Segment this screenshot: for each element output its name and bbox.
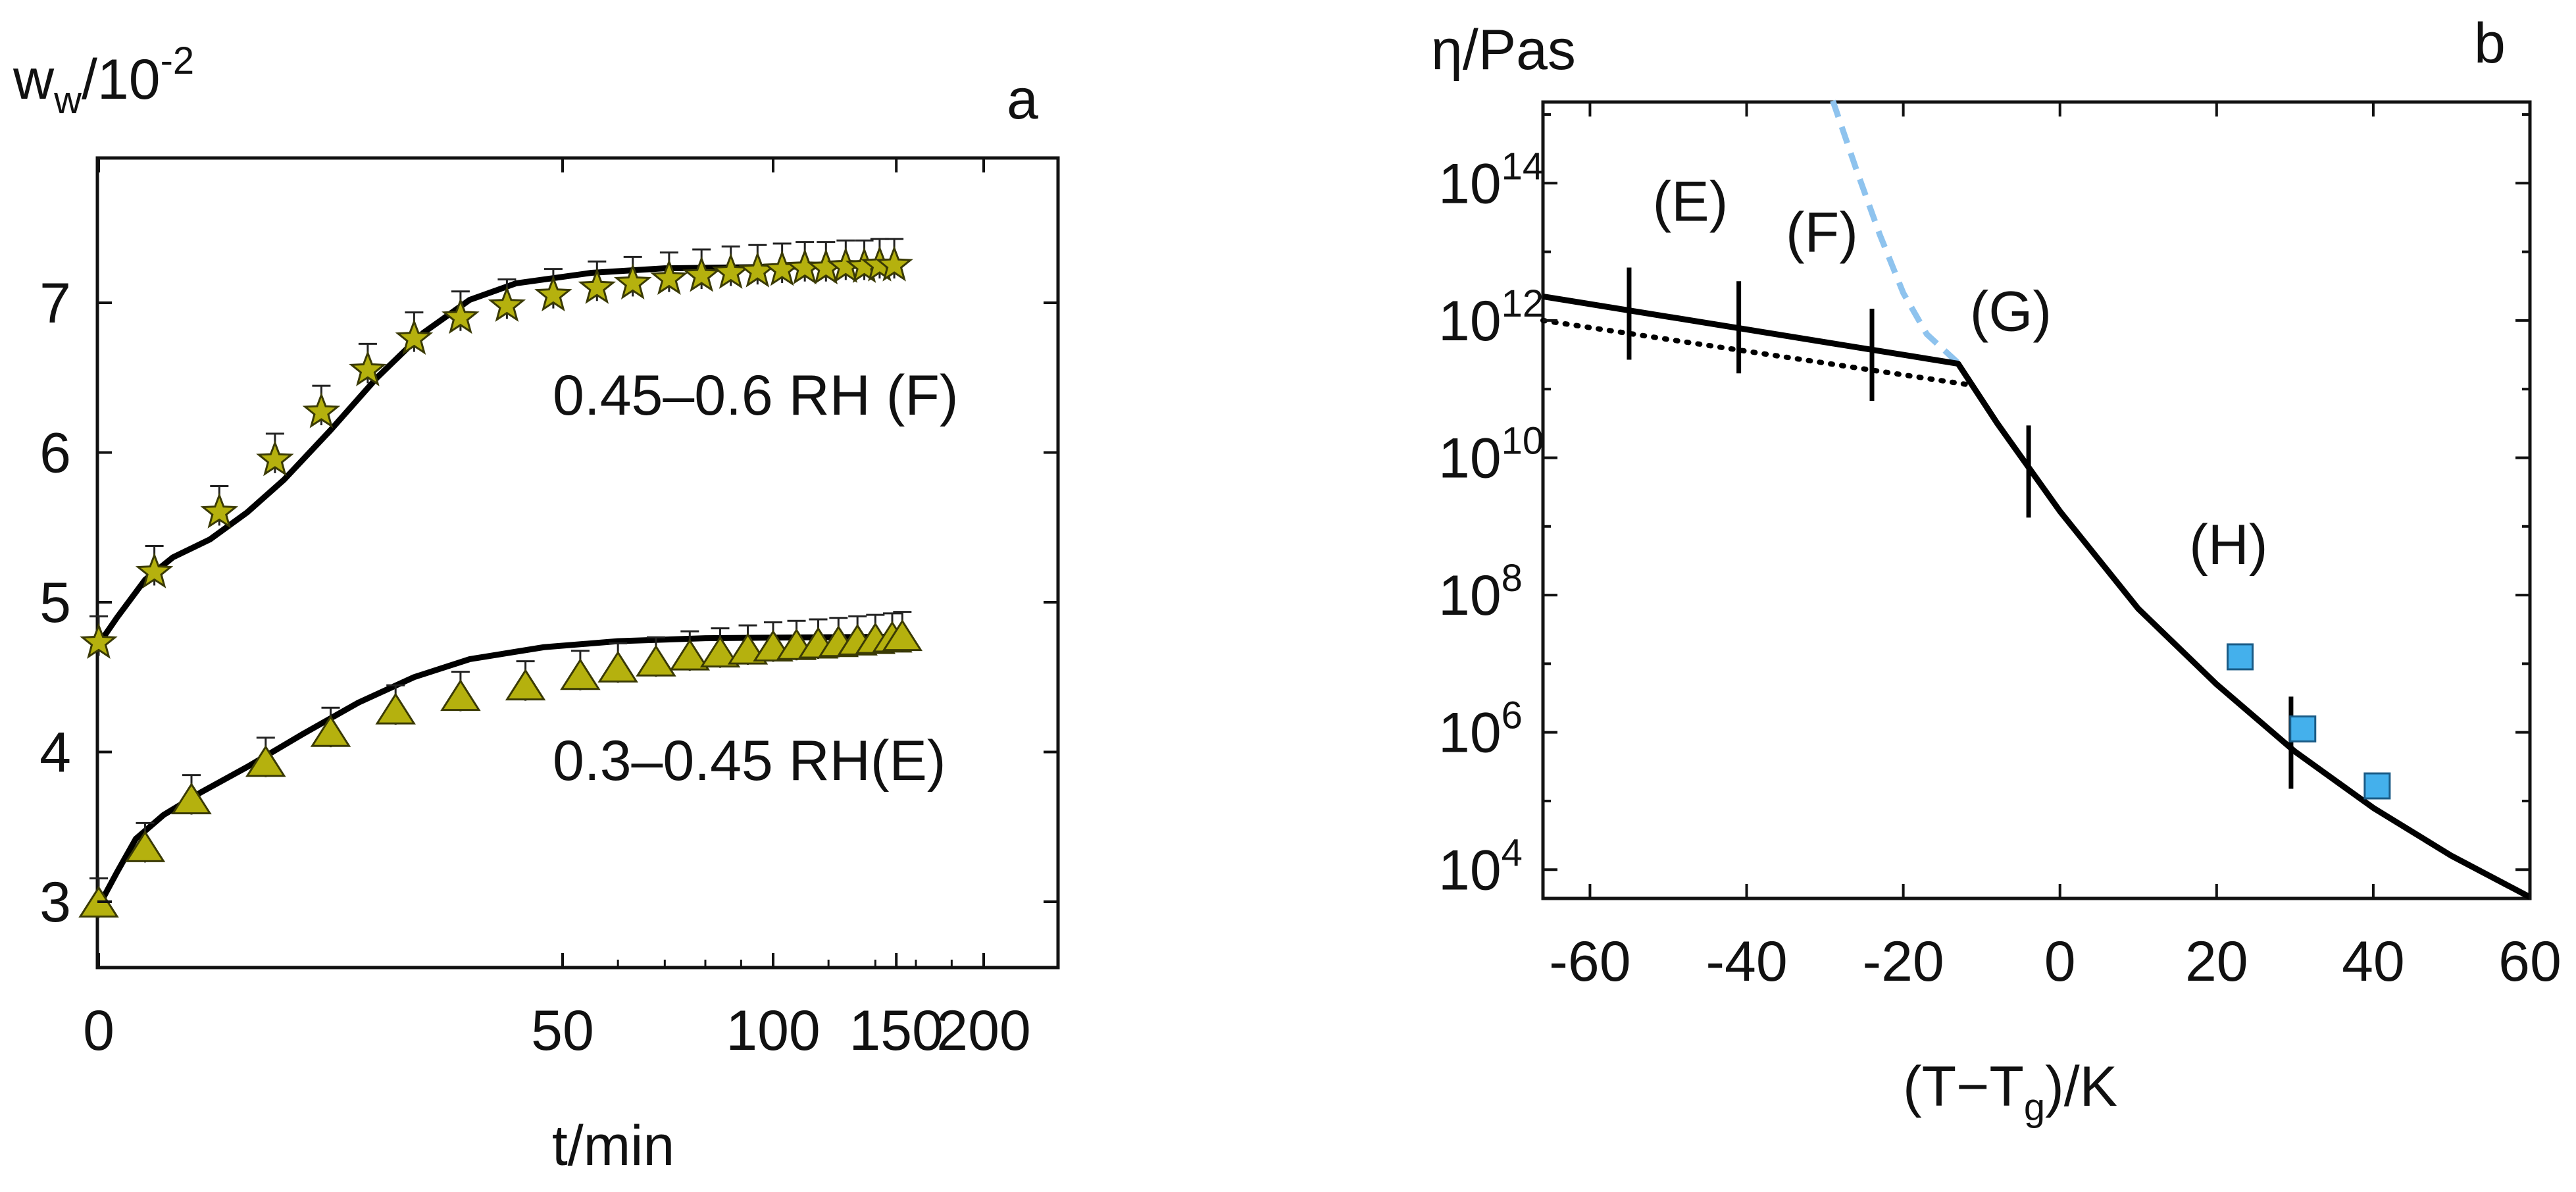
star-point	[650, 259, 688, 296]
panel-b-squares	[2227, 643, 2391, 800]
panel-b-x-tick-label: 0	[2044, 930, 2076, 993]
panel-a-y-tick-label: 6	[39, 422, 71, 485]
triangle-point	[245, 744, 286, 777]
square-point	[2289, 715, 2317, 742]
panel-b-x-label: (T−Tg)/K	[1903, 1055, 2117, 1129]
panel-b-y-tick-label: 1010	[1438, 419, 1544, 490]
triangle-point	[505, 668, 546, 701]
star-point	[682, 255, 720, 292]
square-point	[2227, 643, 2254, 671]
square-point	[2363, 772, 2391, 800]
annotation-label: (G)	[1970, 280, 2052, 344]
panel-a-y-label-exp: -2	[161, 39, 195, 82]
triangle-point	[882, 619, 923, 652]
triangle-point	[560, 658, 601, 690]
star-point	[488, 286, 526, 323]
series-e-label: 0.3–0.45 RH(E)	[553, 729, 946, 792]
triangle-point	[699, 635, 741, 668]
panel-b-ticks: -60 -40 -20 0 20 40 60 104 106 108 1010 1012 1014	[1438, 102, 2562, 993]
annotation-label: (F)	[1786, 201, 1858, 265]
blue-dashed-line	[1830, 99, 1961, 365]
panel-a-x-tick-label: 150	[849, 999, 944, 1062]
panel-a-x-tick-label: 50	[531, 999, 594, 1062]
annotation-label: (E)	[1653, 170, 1729, 234]
panel-b-y-tick-label: 1014	[1438, 145, 1544, 215]
panel-b-x-tick-label: 40	[2342, 930, 2405, 993]
series-f-label: 0.45–0.6 RH (F)	[553, 364, 959, 427]
panel-b-x-tick-label: 20	[2185, 930, 2248, 993]
star-point	[256, 440, 294, 477]
panel-b-letter: b	[2474, 12, 2506, 75]
star-point	[200, 492, 239, 529]
dotted-line	[1540, 317, 1969, 387]
panel-a-y-tick-label: 5	[39, 571, 71, 635]
panel-b-tick-marks	[1627, 267, 2294, 789]
star-point	[349, 350, 387, 386]
star-point	[534, 275, 572, 312]
panel-a-frame	[95, 156, 1060, 970]
triangle-point	[124, 830, 166, 862]
triangle-point	[171, 782, 212, 815]
panel-b-annotations: (E) (F) (G) (H)	[1653, 170, 2268, 577]
panel-a-x-label: t/min	[552, 1114, 674, 1178]
triangle-point	[636, 644, 676, 677]
panel-b-x-label-tail: )/K	[2045, 1055, 2117, 1118]
panel-b-y-tick-label: 104	[1438, 831, 1523, 902]
panel-b-x-tick-label: 60	[2498, 930, 2562, 993]
panel-a-x-tick-label: 100	[726, 999, 821, 1062]
panel-a-y-label-sub: w	[53, 79, 82, 122]
panel-b: -60 -40 -20 0 20 40 60 104 106 108 1010 1012 1014 (E…	[1431, 12, 2562, 1129]
star-point	[395, 319, 434, 355]
panel-b-x-tick-label: -40	[1705, 930, 1787, 993]
panel-b-y-label: η/Pas	[1431, 18, 1576, 82]
panel-a-fit-lines	[95, 262, 899, 910]
star-point	[442, 298, 480, 334]
panel-a-y-tick-label: 3	[39, 871, 71, 934]
panel-a-y-label-tail: /10	[82, 48, 161, 111]
panel-b-x-tick-label: -20	[1862, 930, 1944, 993]
star-point	[80, 623, 118, 659]
panel-b-y-tick-label: 1012	[1438, 282, 1544, 353]
panel-a-y-tick-label: 7	[39, 272, 71, 335]
triangle-point	[669, 638, 711, 671]
star-point	[613, 263, 652, 299]
triangle-point	[597, 650, 638, 683]
panel-a-y-tick-label: 4	[39, 721, 71, 785]
star-point	[875, 245, 913, 282]
star-point	[302, 392, 341, 428]
triangle-point	[440, 679, 481, 712]
panel-b-y-tick-label: 106	[1438, 694, 1523, 765]
panel-b-y-tick-label: 108	[1438, 557, 1523, 627]
panel-a-letter: a	[1007, 68, 1038, 131]
star-point	[135, 552, 174, 588]
triangle-point	[375, 692, 416, 725]
panel-a-fit-line-0	[95, 262, 899, 648]
panel-b-frame	[1541, 100, 2532, 900]
panel-a-x-tick-label: 0	[83, 999, 114, 1062]
panel-a-x-tick-label: 200	[936, 999, 1031, 1062]
panel-a-y-label-main: w	[13, 48, 55, 111]
panel-a-y-label: ww/10-2	[13, 39, 194, 122]
panel-a-data-points	[78, 238, 923, 918]
panel-b-x-tick-label: -60	[1549, 930, 1630, 993]
annotation-label: (H)	[2189, 513, 2267, 577]
panel-b-lines	[1540, 99, 2532, 900]
star-point	[578, 268, 617, 304]
panel-b-x-label-main: (T−T	[1903, 1055, 2024, 1118]
solid-line	[1542, 293, 2532, 900]
triangle-point	[310, 715, 351, 747]
panel-b-x-label-sub: g	[2024, 1086, 2045, 1129]
